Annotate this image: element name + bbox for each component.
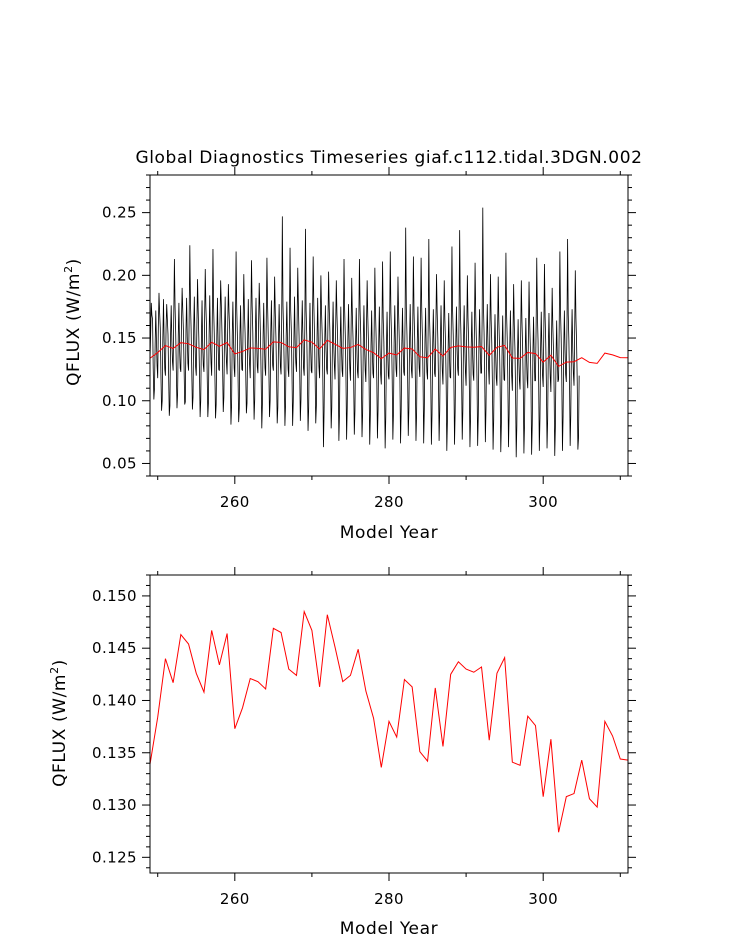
- bottom-y-axis-label-superscript: 2: [48, 666, 61, 674]
- bottom-y-tick-label: 0.150: [92, 587, 137, 605]
- top-x-tick-label: 260: [220, 493, 250, 511]
- bottom-series-0-line: [149, 609, 629, 833]
- bottom-x-tick-label: 260: [220, 890, 250, 908]
- bottom-x-tick-label: 300: [528, 890, 558, 908]
- bottom-y-axis-label-close: ): [50, 659, 70, 666]
- bottom-y-axis-label: QFLUX (W/m2): [48, 659, 70, 787]
- top-y-tick-label: 0.10: [102, 392, 137, 410]
- top-y-axis-label-superscript: 2: [62, 265, 75, 273]
- top-x-tick-label: 280: [374, 493, 404, 511]
- top-y-tick-label: 0.15: [102, 329, 137, 347]
- bottom-x-axis-label: Model Year: [340, 919, 438, 939]
- bottom-plot-area: 260 280 300 0.125 0.130 0.135 0.140 0.145 0.150: [92, 567, 636, 908]
- top-y-tick-label: 0.05: [102, 454, 137, 472]
- top-panel: Global Diagnostics Timeseries giaf.c112.…: [62, 148, 642, 543]
- top-x-tick-label: 300: [528, 493, 558, 511]
- top-y-tick-label: 0.25: [102, 204, 137, 222]
- top-y-axis-label-main: QFLUX (W/m: [64, 273, 84, 386]
- bottom-y-tick-label: 0.125: [92, 848, 137, 866]
- top-plot-area: 260 280 300 0.05 0.10 0.15 0.20 0.25: [102, 167, 636, 511]
- top-y-tick-label: 0.20: [102, 266, 137, 284]
- top-x-axis-label: Model Year: [340, 523, 438, 543]
- bottom-y-tick-label: 0.145: [92, 639, 137, 657]
- bottom-y-tick-label: 0.130: [92, 796, 137, 814]
- bottom-y-axis-label-main: QFLUX (W/m: [50, 674, 70, 787]
- bottom-y-tick-label: 0.140: [92, 691, 137, 709]
- top-series-0-line: [149, 207, 580, 458]
- top-y-axis-label: QFLUX (W/m2): [62, 258, 84, 386]
- bottom-y-tick-label: 0.135: [92, 744, 137, 762]
- top-y-axis-label-close: ): [64, 258, 84, 265]
- bottom-panel: 260 280 3000.1250.1300.1350.1400.1450.150 …: [48, 567, 636, 939]
- top-series-1-line: [149, 339, 629, 368]
- chart-title: Global Diagnostics Timeseries giaf.c112.…: [135, 148, 642, 168]
- bottom-x-tick-label: 280: [374, 890, 404, 908]
